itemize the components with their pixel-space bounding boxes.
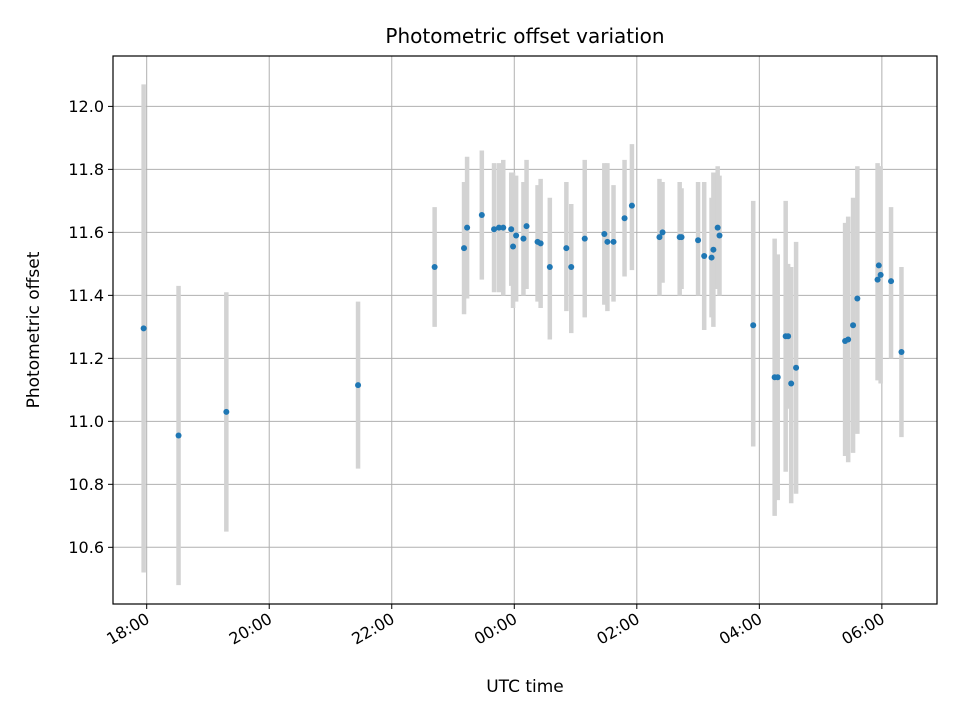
chart-title: Photometric offset variation (385, 24, 664, 48)
data-point (508, 226, 515, 233)
data-point (140, 325, 147, 332)
data-point (898, 349, 905, 356)
y-tick-label: 11.2 (68, 349, 104, 368)
data-point (710, 246, 717, 253)
data-point (656, 234, 663, 241)
data-point (491, 226, 498, 233)
data-point (431, 264, 438, 271)
data-point (695, 237, 702, 244)
data-point (461, 245, 468, 252)
data-point (793, 364, 800, 371)
data-point (500, 224, 507, 231)
data-point (520, 235, 527, 242)
data-point (581, 235, 588, 242)
data-point (568, 264, 575, 271)
data-point (610, 238, 617, 245)
y-tick-label: 10.8 (68, 475, 104, 494)
data-point (716, 232, 723, 239)
data-point (875, 262, 882, 269)
data-point (537, 240, 544, 247)
data-point (546, 264, 553, 271)
y-tick-label: 11.6 (68, 223, 104, 242)
data-point (854, 295, 861, 302)
data-point (877, 271, 884, 278)
plot-area (113, 56, 937, 604)
data-point (714, 224, 721, 231)
data-point (750, 322, 757, 329)
data-point (678, 234, 685, 241)
data-point (708, 254, 715, 261)
data-point (785, 333, 792, 340)
data-point (628, 202, 635, 209)
data-point (223, 408, 230, 415)
y-tick-label: 11.4 (68, 286, 104, 305)
data-point (621, 215, 628, 222)
data-point (659, 229, 666, 236)
data-point (175, 432, 182, 439)
y-tick-label: 11.0 (68, 412, 104, 431)
data-point (874, 276, 881, 283)
data-point (604, 238, 611, 245)
data-point (355, 382, 362, 389)
data-points (140, 202, 905, 439)
y-axis-label: Photometric offset (24, 251, 44, 408)
data-point (510, 243, 517, 250)
data-point (888, 278, 895, 285)
data-point (495, 224, 502, 231)
data-point (513, 232, 520, 239)
plot-frame (112, 55, 938, 605)
data-point (523, 223, 530, 230)
y-axis-ticks: 10.6 10.8 11.0 11.2 11.4 11.6 11.8 12.0 (68, 97, 113, 557)
data-point (845, 336, 852, 343)
data-point (850, 322, 857, 329)
data-point (788, 380, 795, 387)
data-point (464, 224, 471, 231)
y-tick-label: 12.0 (68, 97, 104, 116)
data-point (563, 245, 570, 252)
data-point (701, 252, 708, 259)
y-tick-label: 11.8 (68, 160, 104, 179)
x-axis-label: UTC time (486, 677, 564, 697)
data-point (478, 212, 485, 219)
data-point (774, 374, 781, 381)
y-tick-label: 10.6 (68, 538, 104, 557)
data-point (601, 230, 608, 237)
